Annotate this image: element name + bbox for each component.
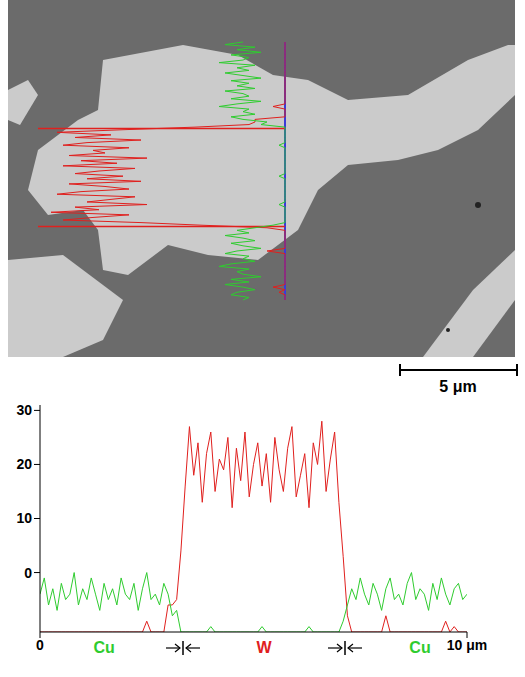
html-text:Cu: Cu: [409, 639, 431, 656]
svg-text:10: 10: [16, 510, 32, 526]
html-text:Cu: Cu: [93, 639, 115, 656]
svg-text:0: 0: [24, 565, 32, 581]
svg-text:5 μm: 5 μm: [439, 378, 476, 395]
svg-text:0: 0: [36, 637, 44, 653]
svg-text:30: 30: [16, 402, 32, 418]
svg-text:10 μm: 10 μm: [447, 637, 487, 653]
svg-text:20: 20: [16, 456, 32, 472]
html-text:W: W: [256, 639, 272, 656]
